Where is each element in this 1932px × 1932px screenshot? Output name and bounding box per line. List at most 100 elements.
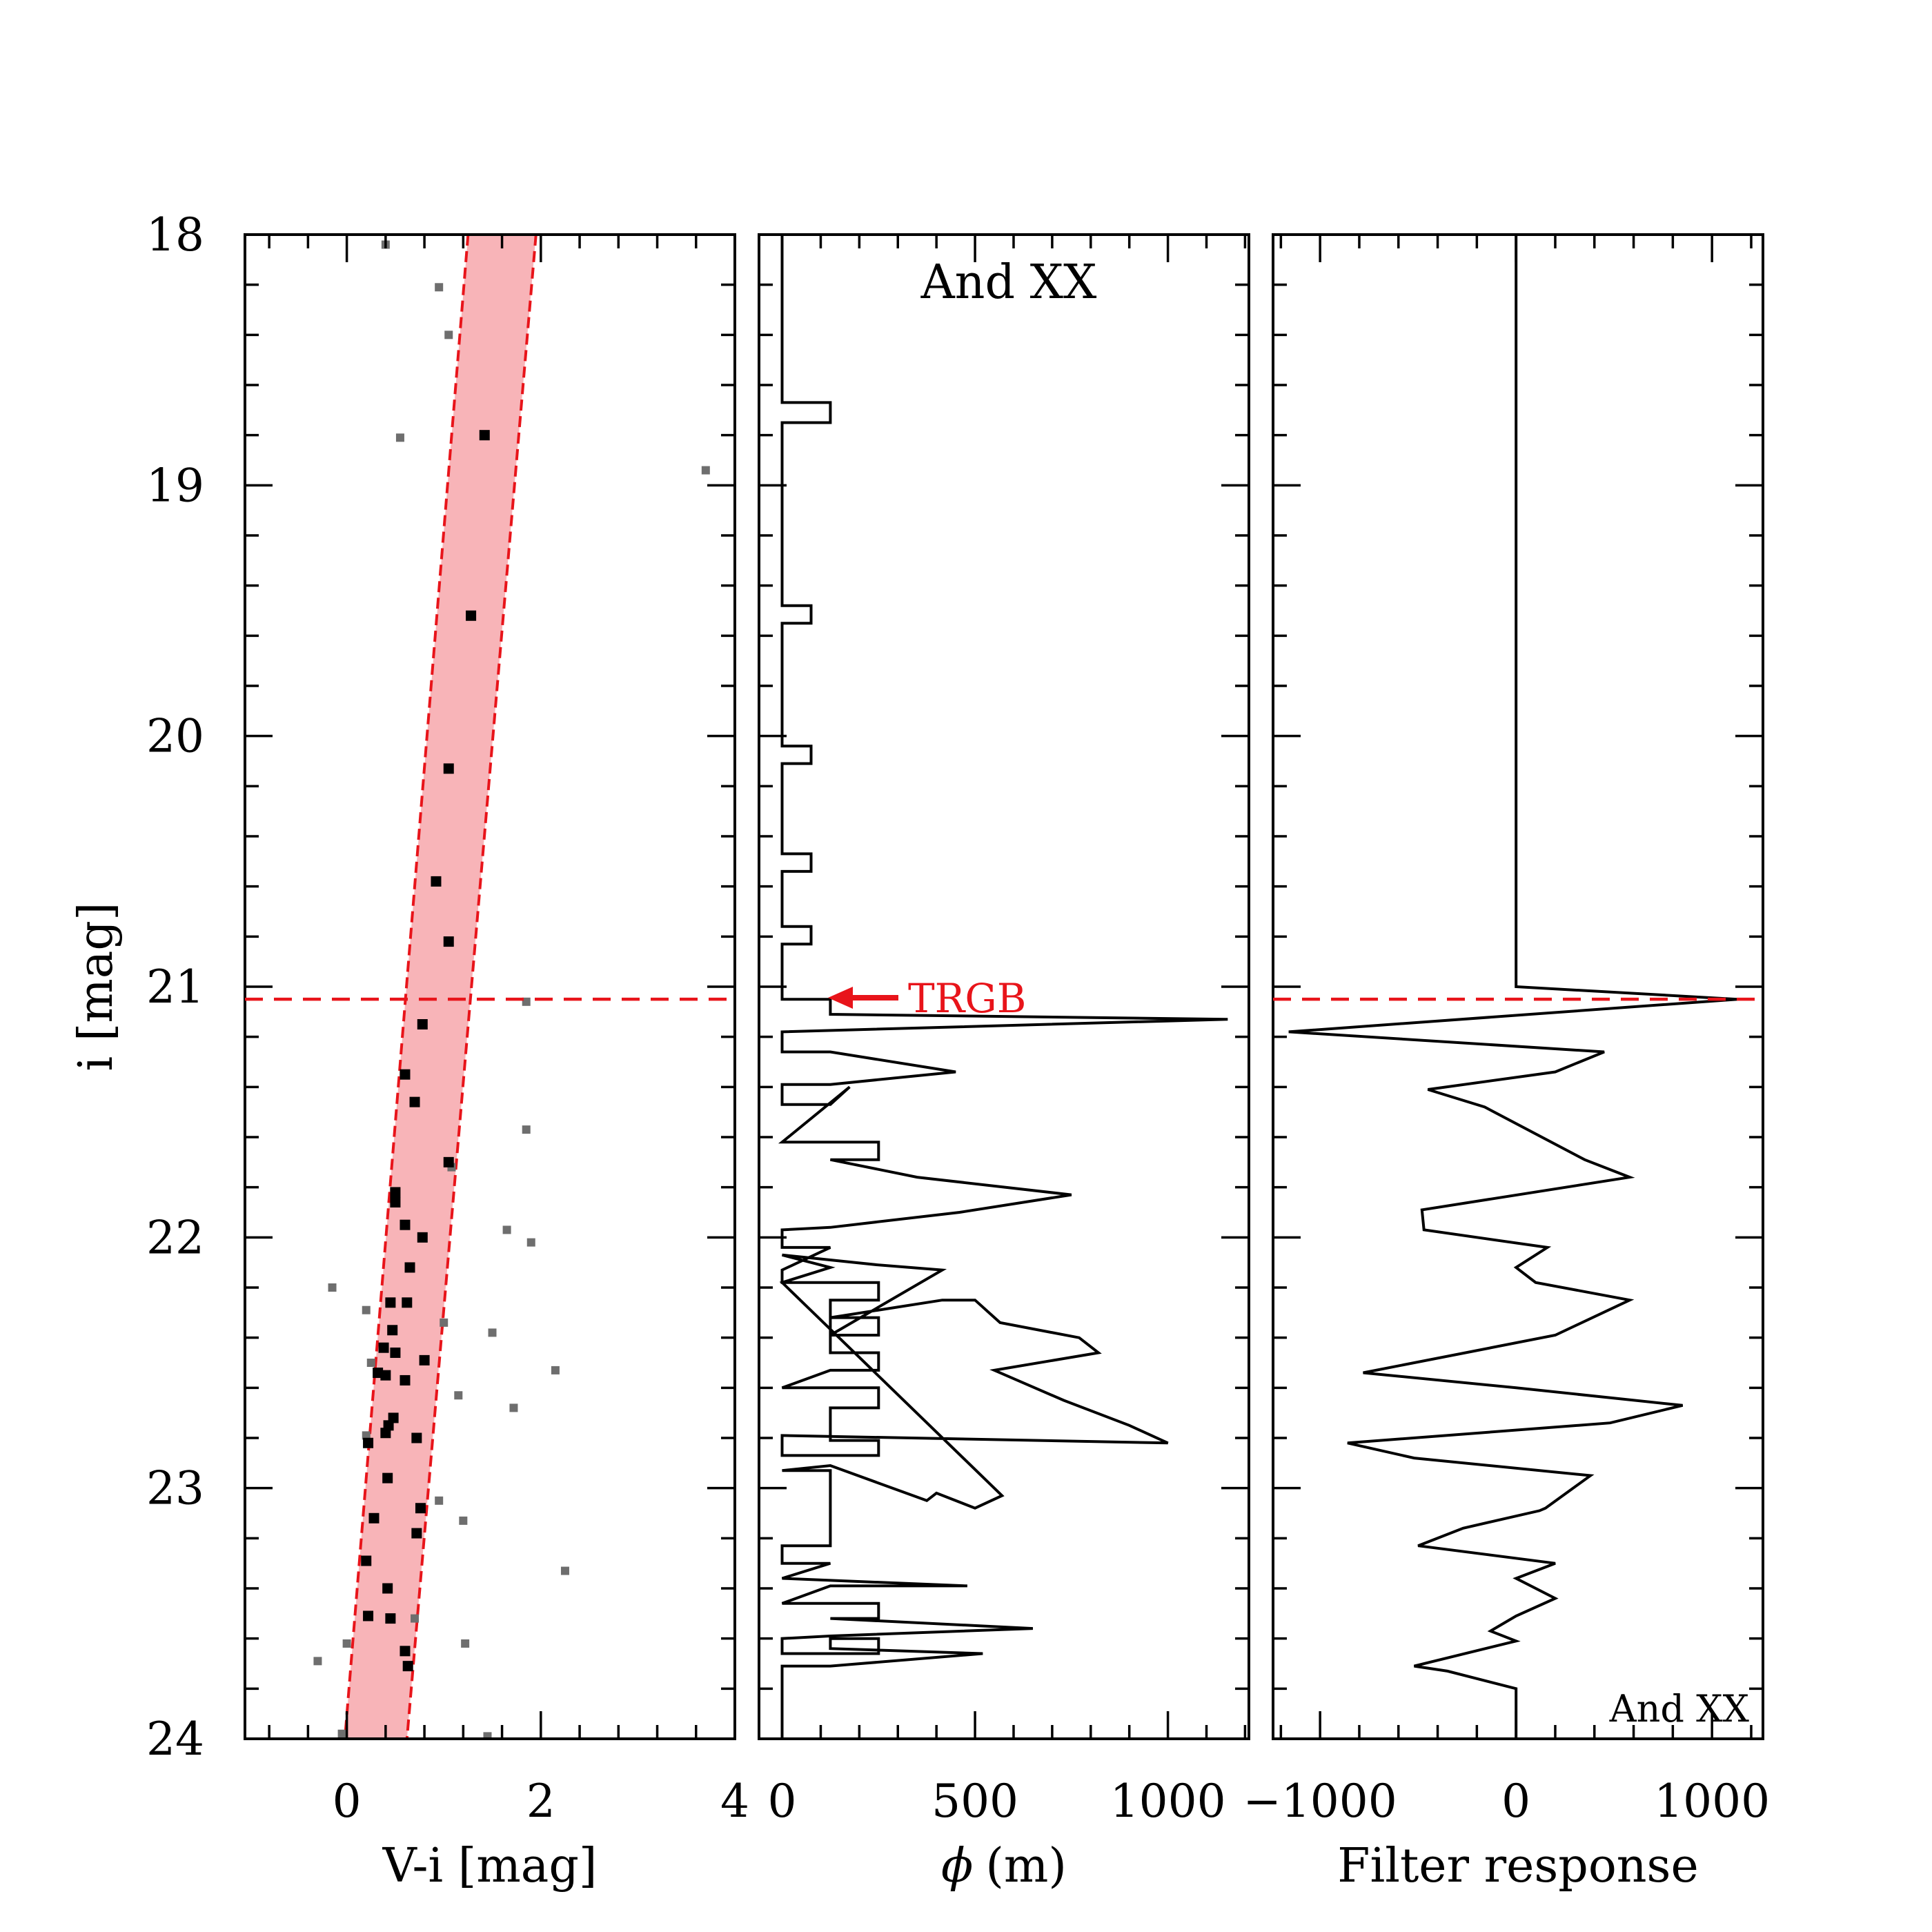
- member-star: [390, 1187, 401, 1198]
- nonmember-star: [522, 1125, 531, 1134]
- nonmember-stars: [313, 240, 710, 1739]
- member-star: [479, 430, 490, 441]
- phi-axis-label: ϕ (m): [941, 1839, 1067, 1893]
- panel-title-and-xx: And XX: [920, 255, 1097, 310]
- nonmember-star: [313, 1657, 322, 1666]
- trgb-arrow-head: [828, 987, 853, 1009]
- member-star: [378, 1342, 389, 1353]
- phi-curve: [778, 235, 1228, 1739]
- y-tick-label: 18: [146, 208, 204, 262]
- band-left-edge: [343, 235, 470, 1739]
- y-tick-label: 21: [146, 960, 204, 1014]
- member-star: [361, 1555, 372, 1566]
- member-star: [402, 1661, 413, 1672]
- cmd-ticks: [245, 233, 735, 1740]
- filter-ticks: [1273, 233, 1763, 1740]
- x-tick-label: 1000: [1110, 1775, 1226, 1828]
- member-star: [382, 1472, 393, 1483]
- member-star: [400, 1069, 411, 1080]
- member-star: [466, 610, 477, 621]
- phi-tick-labels: 0 500 1000: [768, 1775, 1226, 1828]
- nonmember-star: [488, 1328, 497, 1337]
- member-star: [400, 1374, 411, 1386]
- member-star: [387, 1325, 398, 1336]
- member-star: [443, 763, 454, 774]
- cmd-x-axis-label: V-i [mag]: [382, 1839, 598, 1893]
- cmd-frame: [244, 233, 736, 1740]
- nonmember-star: [342, 1639, 351, 1648]
- nonmember-star: [366, 1359, 375, 1367]
- member-star: [380, 1428, 391, 1439]
- color-tick-labels: 0 2 4: [333, 1775, 749, 1828]
- filter-response-panel: −1000 0 1000 And XX Filter response: [1243, 233, 1771, 1893]
- nonmember-star: [483, 1732, 492, 1739]
- corner-label-and-xx: And XX: [1609, 1687, 1750, 1731]
- member-star: [409, 1096, 420, 1107]
- x-tick-label: 0: [768, 1775, 797, 1828]
- member-star: [411, 1528, 422, 1539]
- nonmember-star: [526, 1238, 535, 1247]
- member-star: [368, 1512, 379, 1524]
- nonmember-star: [701, 466, 710, 475]
- member-stars: [361, 430, 490, 1672]
- x-tick-label: 1000: [1654, 1775, 1770, 1828]
- member-star: [400, 1219, 411, 1230]
- x-tick-label: 500: [931, 1775, 1018, 1828]
- phi-ticks: [759, 233, 1249, 1740]
- member-star: [419, 1354, 430, 1366]
- i-mag-tick-labels: 18 19 20 21 22 23 24: [146, 208, 204, 1766]
- nonmember-star: [502, 1225, 511, 1234]
- y-tick-label: 23: [146, 1462, 204, 1515]
- nonmember-star: [328, 1283, 337, 1292]
- y-tick-label: 20: [146, 710, 204, 763]
- member-star: [417, 1019, 428, 1029]
- band-right-edge: [405, 235, 538, 1739]
- member-star: [363, 1437, 374, 1448]
- filter-x-axis-label: Filter response: [1337, 1839, 1698, 1893]
- nonmember-star: [461, 1639, 470, 1648]
- x-tick-label: 0: [333, 1775, 362, 1828]
- nonmember-star: [440, 1318, 448, 1327]
- member-star: [415, 1503, 426, 1514]
- member-star: [431, 876, 442, 887]
- nonmember-star: [362, 1305, 371, 1314]
- member-star: [443, 1156, 454, 1167]
- trgb-annotation: TRGB: [828, 975, 1026, 1022]
- x-tick-label: 0: [1501, 1775, 1530, 1828]
- filter-response-frame: [1272, 233, 1764, 1740]
- x-tick-label: −1000: [1243, 1775, 1397, 1828]
- nonmember-star: [459, 1516, 468, 1525]
- nonmember-star: [551, 1366, 560, 1374]
- nonmember-star: [454, 1391, 463, 1400]
- phi-symbol: ϕ: [941, 1839, 973, 1893]
- nonmember-star: [444, 331, 453, 339]
- nonmember-star: [362, 1431, 371, 1440]
- member-star: [417, 1232, 428, 1243]
- nonmember-star: [337, 1729, 346, 1738]
- trgb-label: TRGB: [908, 975, 1026, 1022]
- member-star: [390, 1347, 401, 1358]
- cmd-y-axis-label: i [mag]: [69, 903, 124, 1072]
- luminosity-function-frame: [758, 233, 1250, 1740]
- nonmember-star: [435, 283, 444, 292]
- member-star: [363, 1610, 374, 1621]
- y-tick-label: 22: [146, 1211, 204, 1264]
- band-fill: [344, 235, 536, 1739]
- nonmember-star: [522, 997, 531, 1006]
- rgb-selection-band: [343, 235, 538, 1739]
- member-star: [390, 1196, 401, 1208]
- nonmember-star: [395, 433, 404, 442]
- x-tick-label: 4: [720, 1775, 749, 1828]
- y-tick-label: 19: [146, 459, 204, 512]
- member-star: [400, 1646, 411, 1657]
- member-star: [385, 1613, 396, 1624]
- member-star: [382, 1583, 393, 1594]
- nonmember-star: [560, 1566, 569, 1575]
- nonmember-star: [411, 1614, 420, 1623]
- member-star: [404, 1262, 415, 1273]
- x-tick-label: 2: [526, 1775, 555, 1828]
- member-star: [402, 1297, 413, 1308]
- nonmember-star: [435, 1496, 444, 1505]
- member-star: [411, 1432, 422, 1443]
- filter-tick-labels: −1000 0 1000: [1243, 1775, 1771, 1828]
